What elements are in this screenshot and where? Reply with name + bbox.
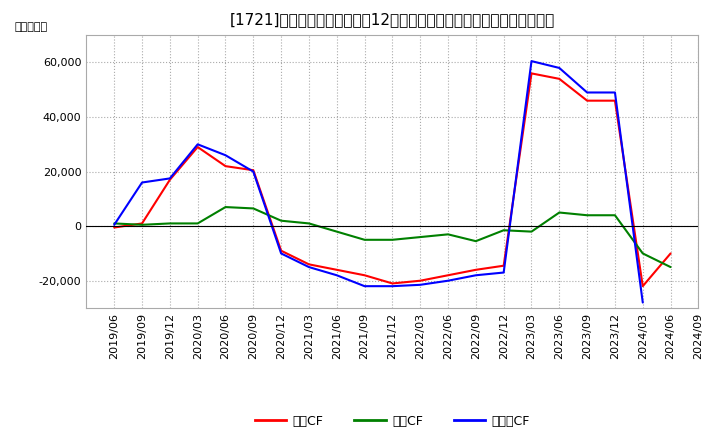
投資CF xyxy=(333,229,341,234)
営業CF xyxy=(221,164,230,169)
フリーCF xyxy=(555,65,564,70)
投資CF xyxy=(388,237,397,242)
フリーCF xyxy=(333,273,341,278)
営業CF xyxy=(166,177,174,183)
フリーCF xyxy=(416,282,425,287)
営業CF xyxy=(333,267,341,272)
フリーCF xyxy=(639,300,647,305)
フリーCF xyxy=(582,90,591,95)
投資CF xyxy=(555,210,564,215)
営業CF xyxy=(666,251,675,256)
フリーCF xyxy=(249,169,258,174)
投資CF xyxy=(249,206,258,211)
投資CF xyxy=(527,229,536,234)
投資CF xyxy=(276,218,285,224)
営業CF xyxy=(388,281,397,286)
Line: フリーCF: フリーCF xyxy=(114,61,643,303)
営業CF xyxy=(444,273,452,278)
投資CF xyxy=(639,251,647,256)
営業CF xyxy=(500,263,508,268)
フリーCF xyxy=(388,283,397,289)
投資CF xyxy=(305,221,313,226)
営業CF xyxy=(527,71,536,76)
フリーCF xyxy=(166,176,174,181)
投資CF xyxy=(500,227,508,233)
営業CF xyxy=(276,248,285,253)
フリーCF xyxy=(472,273,480,278)
投資CF xyxy=(138,222,146,227)
営業CF xyxy=(611,98,619,103)
営業CF xyxy=(416,278,425,283)
営業CF xyxy=(360,273,369,278)
営業CF xyxy=(305,262,313,267)
営業CF xyxy=(249,168,258,173)
フリーCF xyxy=(527,59,536,64)
Line: 営業CF: 営業CF xyxy=(114,73,670,286)
フリーCF xyxy=(611,90,619,95)
投資CF xyxy=(472,238,480,244)
営業CF xyxy=(639,283,647,289)
Title: [1721]　キャッシュフローの12か月移動合計の対前年同期増減額の推移: [1721] キャッシュフローの12か月移動合計の対前年同期増減額の推移 xyxy=(230,12,555,27)
投資CF xyxy=(416,235,425,240)
フリーCF xyxy=(221,153,230,158)
フリーCF xyxy=(110,222,119,227)
フリーCF xyxy=(500,270,508,275)
投資CF xyxy=(194,221,202,226)
フリーCF xyxy=(360,283,369,289)
フリーCF xyxy=(138,180,146,185)
営業CF xyxy=(110,225,119,230)
営業CF xyxy=(472,267,480,272)
営業CF xyxy=(582,98,591,103)
フリーCF xyxy=(305,264,313,270)
営業CF xyxy=(555,76,564,81)
投資CF xyxy=(611,213,619,218)
Y-axis label: （百万円）: （百万円） xyxy=(14,22,48,33)
フリーCF xyxy=(194,142,202,147)
投資CF xyxy=(221,205,230,210)
フリーCF xyxy=(276,251,285,256)
営業CF xyxy=(138,221,146,226)
Legend: 営業CF, 投資CF, フリーCF: 営業CF, 投資CF, フリーCF xyxy=(250,410,535,433)
投資CF xyxy=(166,221,174,226)
Line: 投資CF: 投資CF xyxy=(114,207,670,267)
営業CF xyxy=(194,144,202,150)
フリーCF xyxy=(444,278,452,283)
投資CF xyxy=(582,213,591,218)
投資CF xyxy=(360,237,369,242)
投資CF xyxy=(444,232,452,237)
投資CF xyxy=(110,221,119,226)
投資CF xyxy=(666,264,675,270)
